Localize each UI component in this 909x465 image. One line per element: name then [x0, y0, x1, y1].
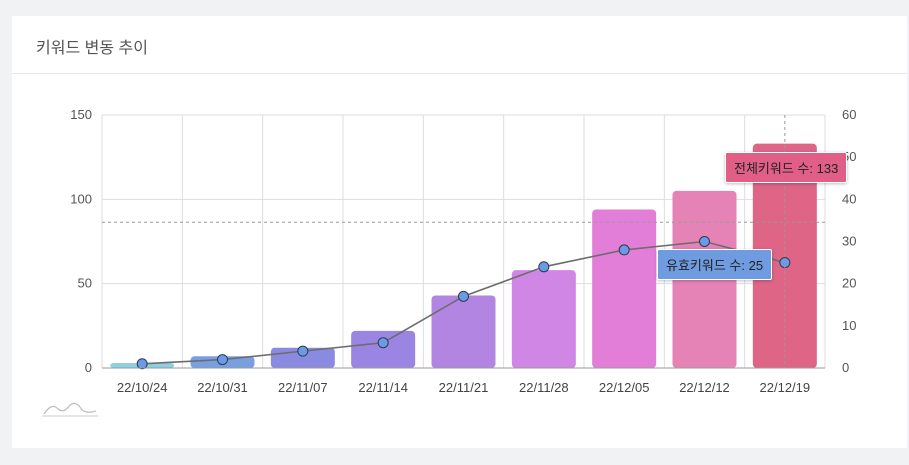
data-point[interactable] — [458, 290, 469, 302]
data-point[interactable] — [217, 354, 228, 366]
data-point[interactable] — [297, 345, 309, 357]
x-tick-label: 22/11/21 — [439, 380, 489, 395]
bar[interactable] — [511, 270, 576, 368]
keyword-trend-card: 키워드 변동 추이 0 50 100 150 0 10 20 30 40 50 60 22/10/24… — [12, 16, 907, 448]
x-tick-label: 22/12/05 — [599, 380, 650, 395]
tooltip-total-keywords: 전체키워드 수: 133 — [725, 152, 848, 183]
tooltip-valid-keywords: 유효키워드 수: 25 — [657, 249, 773, 280]
x-tick-label: 22/11/07 — [278, 380, 328, 395]
x-tick-label: 22/10/31 — [197, 380, 248, 395]
tooltip-valid-value: 25 — [748, 258, 764, 273]
data-point[interactable] — [699, 236, 710, 247]
tooltip-total-value: 133 — [816, 161, 839, 176]
y-left-tick-label: 0 — [85, 360, 92, 375]
y-right-tick-label: 60 — [842, 107, 856, 122]
data-point[interactable] — [136, 358, 148, 370]
data-point[interactable] — [538, 261, 550, 273]
x-tick-label: 22/12/19 — [760, 380, 811, 395]
y-right-tick-label: 10 — [842, 318, 856, 333]
bar[interactable] — [592, 209, 657, 368]
x-tick-label: 22/11/14 — [358, 380, 408, 395]
y-right-tick-label: 0 — [842, 360, 849, 375]
tooltip-valid-label: 유효키워드 수 — [666, 258, 742, 273]
chart-type-icon[interactable] — [42, 401, 98, 417]
y-left-tick-label: 150 — [70, 107, 92, 122]
bar[interactable] — [431, 295, 496, 368]
y-right-tick-label: 40 — [842, 191, 856, 206]
card-header: 키워드 변동 추이 — [12, 16, 907, 74]
line-series[interactable] — [136, 236, 791, 370]
y-right-tick-label: 30 — [842, 234, 856, 249]
x-tick-label: 22/10/24 — [117, 380, 168, 395]
data-point[interactable] — [377, 337, 389, 349]
y-left-tick-label: 100 — [70, 191, 92, 206]
card-title: 키워드 변동 추이 — [36, 40, 148, 57]
bar[interactable] — [351, 330, 416, 368]
y-left-tick-label: 50 — [78, 276, 92, 291]
y-right-tick-label: 20 — [842, 276, 856, 291]
tooltip-total-label: 전체키워드 수 — [734, 161, 810, 176]
x-tick-label: 22/11/28 — [519, 380, 569, 395]
x-tick-label: 22/12/12 — [679, 380, 730, 395]
data-point[interactable] — [618, 244, 630, 256]
